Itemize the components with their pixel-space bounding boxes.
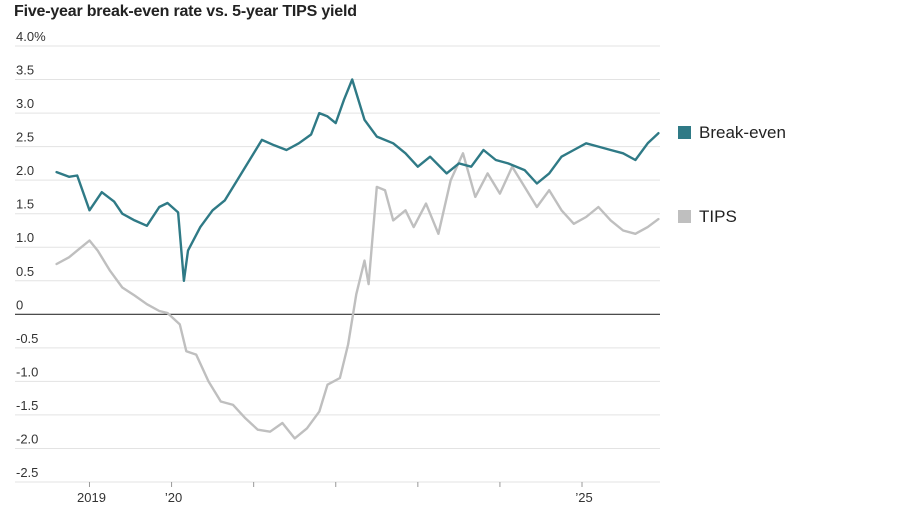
y-tick-label: 3.5 xyxy=(16,63,34,78)
chart-title: Five-year break-even rate vs. 5-year TIP… xyxy=(14,3,357,20)
y-tick-label: 2.5 xyxy=(16,130,34,145)
series-line-break-even xyxy=(55,78,660,282)
legend-swatch-break-even xyxy=(678,126,691,139)
legend-label-tips: TIPS xyxy=(699,207,737,226)
series-line-tips xyxy=(55,152,660,440)
y-tick-label: 4.0% xyxy=(16,29,46,44)
y-tick-label: 2.0 xyxy=(16,163,34,178)
legend-label-break-even: Break-even xyxy=(699,123,786,142)
legend-item-break-even: Break-even xyxy=(678,123,786,143)
y-axis-ticks: 4.0% 3.5 3.0 2.5 2.0 1.5 1.0 0.5 0 -0.5 -1.0 -1.5 -2… xyxy=(16,29,46,480)
gridlines xyxy=(15,45,660,483)
y-tick-label: -2.0 xyxy=(16,431,38,446)
y-tick-label: -2.5 xyxy=(16,465,38,480)
x-tick-label: ’20 xyxy=(165,490,182,505)
y-tick-label: 0 xyxy=(16,297,23,312)
x-tick-label: ’25 xyxy=(575,490,592,505)
legend-item-tips: TIPS xyxy=(678,207,737,227)
y-tick-label: -1.0 xyxy=(16,364,38,379)
y-tick-label: 0.5 xyxy=(16,264,34,279)
x-axis-ticks: 2019 ’20 ’25 xyxy=(77,482,593,505)
y-tick-label: 3.0 xyxy=(16,96,34,111)
x-tick-label: 2019 xyxy=(77,490,106,505)
y-tick-label: -0.5 xyxy=(16,331,38,346)
series-lines xyxy=(55,78,660,440)
y-tick-label: 1.0 xyxy=(16,230,34,245)
y-tick-label: -1.5 xyxy=(16,398,38,413)
y-tick-label: 1.5 xyxy=(16,197,34,212)
legend-swatch-tips xyxy=(678,210,691,223)
